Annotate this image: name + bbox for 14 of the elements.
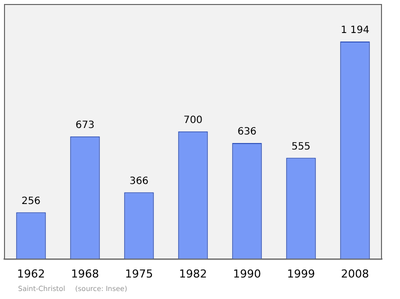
x-tick-label: 1982 (179, 267, 207, 280)
data-label: 700 (183, 114, 203, 126)
x-tick-label: 1975 (125, 267, 153, 280)
data-label: 673 (75, 120, 95, 131)
x-tick-label: 2008 (341, 267, 369, 280)
data-label: 366 (129, 176, 149, 187)
x-tick-label: 1968 (71, 267, 99, 280)
data-label: 1 194 (340, 25, 370, 36)
x-tick-label: 1962 (17, 267, 45, 280)
data-label: 555 (291, 141, 311, 152)
data-label: 636 (237, 126, 257, 138)
x-tick-label: 1990 (233, 267, 261, 280)
x-tick-label: 1999 (287, 267, 315, 280)
data-label: 256 (21, 196, 41, 207)
